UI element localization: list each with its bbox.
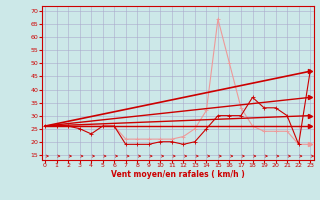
X-axis label: Vent moyen/en rafales ( km/h ): Vent moyen/en rafales ( km/h ) — [111, 170, 244, 179]
